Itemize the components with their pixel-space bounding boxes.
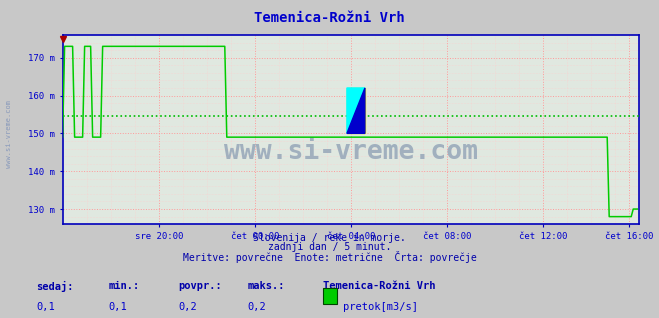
- Text: Meritve: povrečne  Enote: metrične  Črta: povrečje: Meritve: povrečne Enote: metrične Črta: …: [183, 251, 476, 263]
- Polygon shape: [347, 88, 365, 133]
- Text: www.si-vreme.com: www.si-vreme.com: [5, 100, 12, 168]
- Text: zadnji dan / 5 minut.: zadnji dan / 5 minut.: [268, 242, 391, 252]
- Bar: [347, 88, 365, 133]
- Text: min.:: min.:: [109, 281, 140, 291]
- Text: 0,2: 0,2: [247, 302, 266, 312]
- Text: Slovenija / reke in morje.: Slovenija / reke in morje.: [253, 233, 406, 243]
- Text: sedaj:: sedaj:: [36, 281, 74, 293]
- Text: 0,2: 0,2: [178, 302, 196, 312]
- Text: 0,1: 0,1: [109, 302, 127, 312]
- Text: povpr.:: povpr.:: [178, 281, 221, 291]
- Polygon shape: [347, 88, 365, 133]
- Text: Temenica-Rožni Vrh: Temenica-Rožni Vrh: [323, 281, 436, 291]
- Text: 0,1: 0,1: [36, 302, 55, 312]
- Text: maks.:: maks.:: [247, 281, 285, 291]
- Text: pretok[m3/s]: pretok[m3/s]: [343, 302, 418, 312]
- Text: Temenica-Rožni Vrh: Temenica-Rožni Vrh: [254, 11, 405, 25]
- Text: www.si-vreme.com: www.si-vreme.com: [224, 139, 478, 165]
